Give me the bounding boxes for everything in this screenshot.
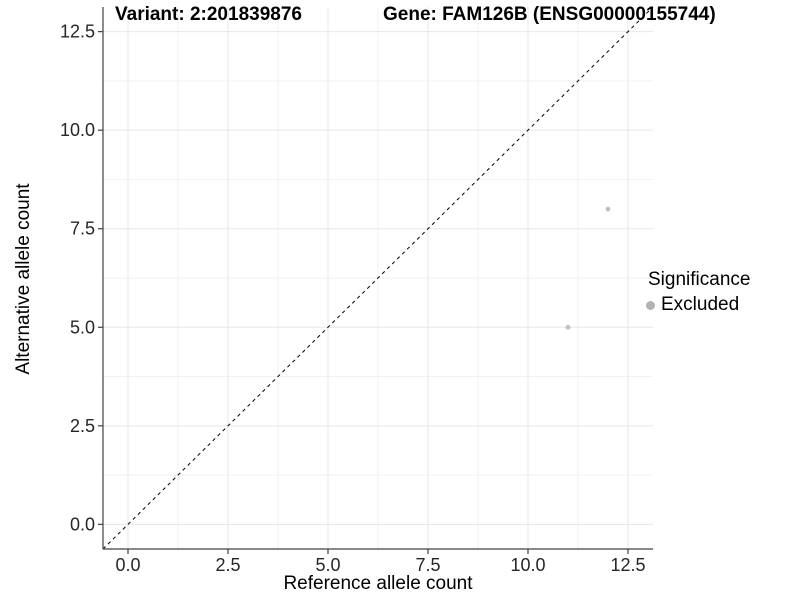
x-tick-label: 2.5 xyxy=(215,555,240,575)
y-tick-label: 10.0 xyxy=(60,120,95,140)
data-point[interactable] xyxy=(565,324,571,330)
legend-item-excluded: Excluded xyxy=(646,294,750,316)
x-tick-label: 7.5 xyxy=(415,555,440,575)
legend: Significance Excluded xyxy=(646,269,750,316)
data-point[interactable] xyxy=(605,206,611,212)
legend-item-label: Excluded xyxy=(661,294,740,315)
y-axis-title: Alternative allele count xyxy=(13,183,34,375)
x-tick-label: 10.0 xyxy=(510,555,545,575)
x-tick-label: 0.0 xyxy=(115,555,140,575)
y-tick-label: 12.5 xyxy=(60,22,95,42)
legend-title: Significance xyxy=(648,269,751,290)
y-tick-label: 0.0 xyxy=(70,514,95,534)
x-tick-label: 12.5 xyxy=(610,555,645,575)
x-axis-title: Reference allele count xyxy=(283,573,473,594)
y-tick-label: 5.0 xyxy=(70,317,95,337)
identity-line xyxy=(102,6,654,550)
legend-point-swatch xyxy=(646,300,655,310)
plot-title-variant: Variant: 2:201839876 xyxy=(115,4,302,25)
y-tick-label: 7.5 xyxy=(70,219,95,239)
x-tick-label: 5.0 xyxy=(315,555,340,575)
y-tick-label: 2.5 xyxy=(70,416,95,436)
plot-title-gene: Gene: FAM126B (ENSG00000155744) xyxy=(383,4,716,25)
